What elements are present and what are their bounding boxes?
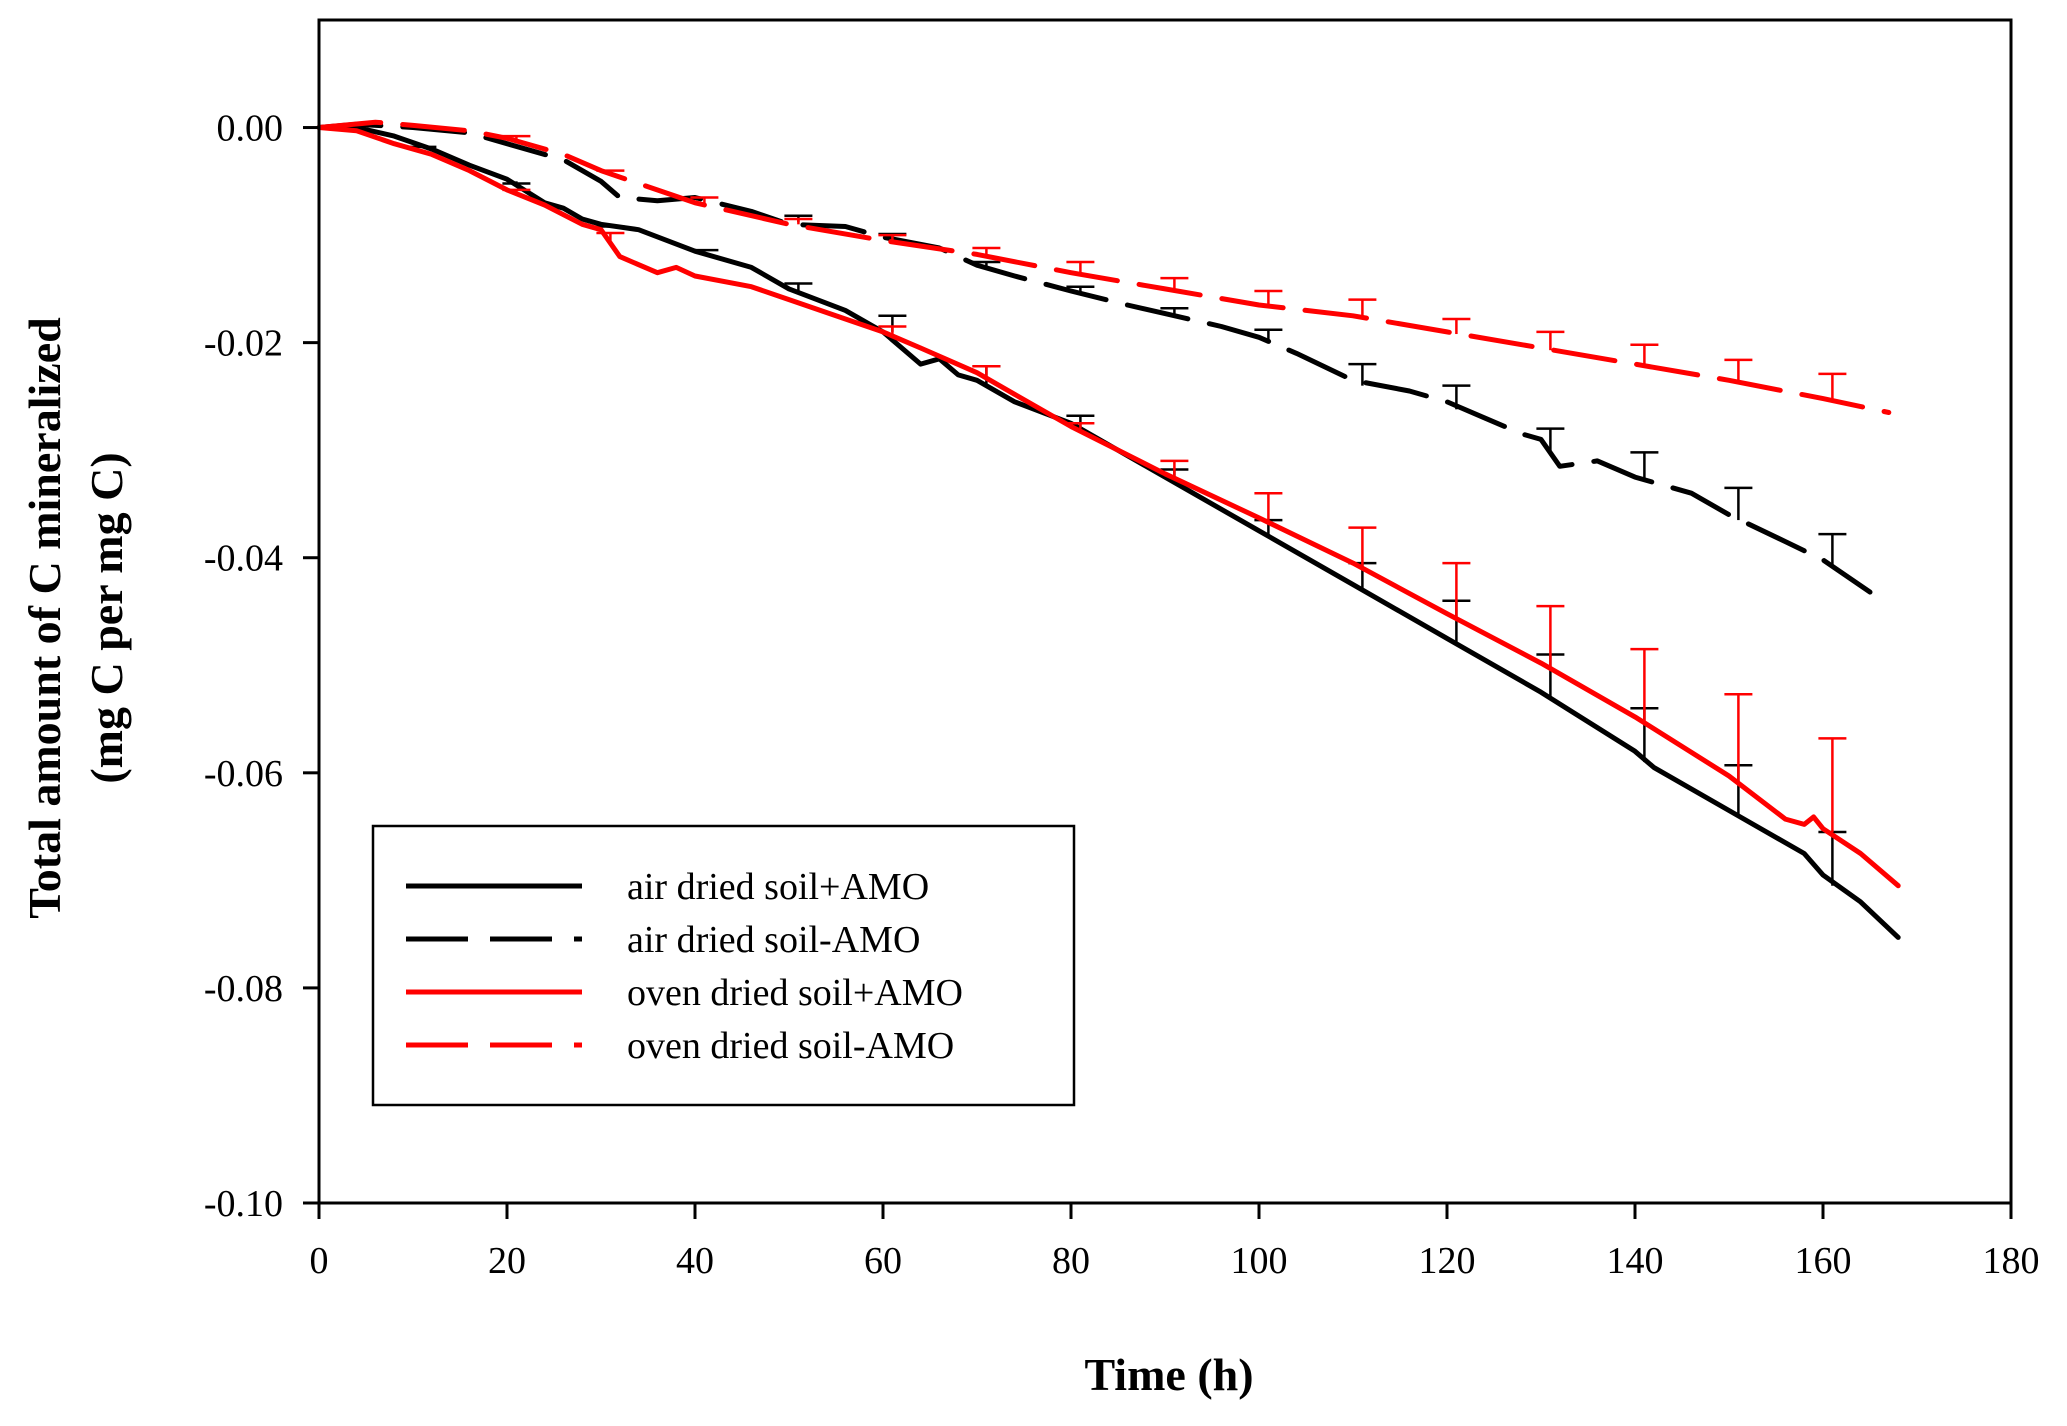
series-oven-dried-soil-amo [316,119,1892,415]
x-tick-label: 80 [1052,1240,1090,1282]
x-tick-label: 160 [1795,1240,1852,1282]
legend-item: air dried soil+AMO [406,866,929,908]
x-tick-label: 60 [864,1240,902,1282]
x-tick-label: 20 [488,1240,526,1282]
series-line [316,125,1901,940]
x-axis-title: Time (h) [1084,1349,1253,1400]
legend-label: oven dried soil+AMO [627,972,963,1014]
x-tick-label: 120 [1419,1240,1476,1282]
y-tick-label: 0.00 [217,108,284,150]
series-air-dried-soil-amo [316,125,1901,940]
y-tick-label: -0.06 [204,753,283,795]
y-tick-label: -0.04 [204,538,283,580]
plot-marks [316,119,1901,940]
y-axis-title-line2: (mg C per mg C) [81,452,132,783]
series-line [316,125,1901,889]
legend-box [371,824,1076,1107]
legend-item: oven dried soil+AMO [406,972,963,1014]
legend: air dried soil+AMO air dried soil-AMO oven… [371,824,1076,1107]
y-tick-label: -0.10 [204,1183,283,1225]
axes: 0 20 40 60 80 100 120 140 160 180 0.00 -0.02 -0.04 -0… [204,108,2040,1282]
series-air-dried-soil-amo [316,121,1873,595]
y-tick-label: -0.02 [204,323,283,365]
legend-item: oven dried soil-AMO [406,1025,954,1067]
x-tick-label: 100 [1231,1240,1288,1282]
y-axis-title-line1: Total amount of C mineralized [19,317,70,919]
x-tick-label: 180 [1983,1240,2040,1282]
series-line [316,121,1873,595]
y-tick-label: -0.08 [204,968,283,1010]
legend-label: oven dried soil-AMO [627,1025,954,1067]
x-tick-label: 40 [676,1240,714,1282]
legend-item: air dried soil-AMO [406,919,920,961]
x-tick-label: 0 [310,1240,329,1282]
series-line [316,119,1892,415]
plot-frame [317,18,2013,1205]
legend-label: air dried soil-AMO [627,919,920,961]
series-oven-dried-soil-amo [316,125,1901,889]
x-tick-label: 140 [1607,1240,1664,1282]
legend-label: air dried soil+AMO [627,866,929,908]
